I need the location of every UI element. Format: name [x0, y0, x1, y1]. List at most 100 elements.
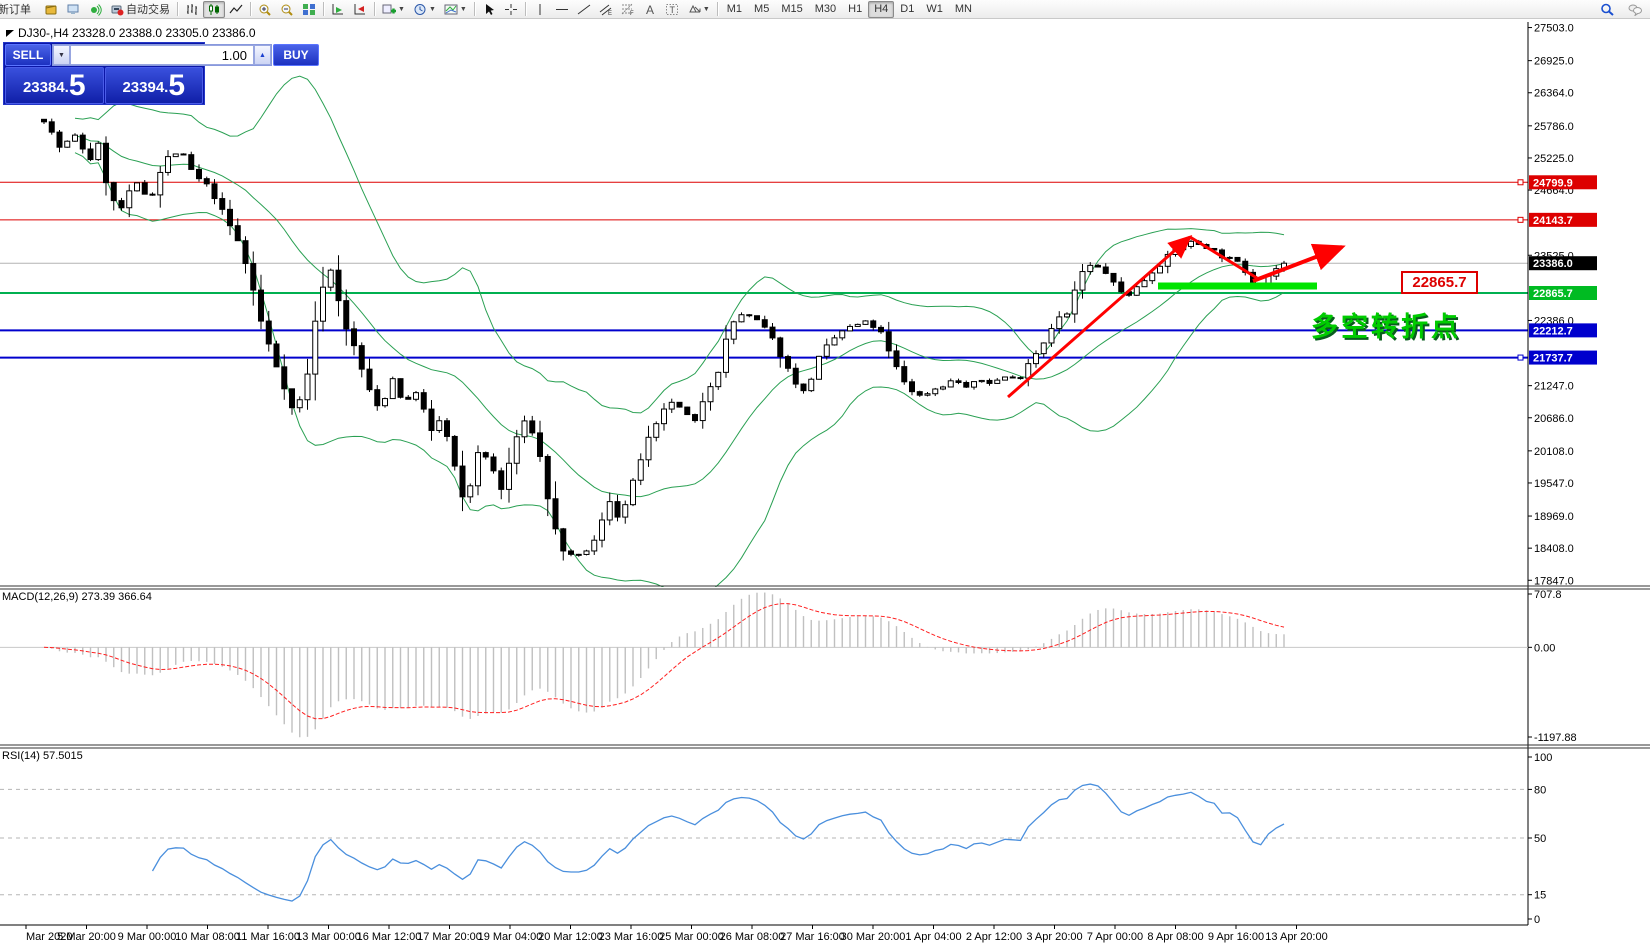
toolbar-separator: [524, 2, 526, 16]
svg-text:80: 80: [1534, 784, 1546, 796]
rsi-axis: 100 80 50 15 0: [1528, 752, 1552, 926]
toolbar-separator: [374, 2, 375, 16]
periods-button[interactable]: ▼: [409, 1, 440, 18]
tf-button-w1[interactable]: W1: [926, 3, 943, 15]
sell-button[interactable]: SELL: [5, 44, 51, 66]
svg-text:25 Mar 00:00: 25 Mar 00:00: [659, 931, 724, 943]
turning-point-annotation[interactable]: 多空转折点: [1311, 312, 1461, 342]
tf-button-d1[interactable]: D1: [900, 3, 915, 15]
candlestick-series: [41, 118, 1287, 561]
templates-button[interactable]: ▼: [440, 1, 471, 18]
tf-button-m1[interactable]: M1: [726, 3, 743, 15]
svg-text:13 Apr 20:00: 13 Apr 20:00: [1265, 931, 1327, 943]
svg-text:20686.0: 20686.0: [1534, 413, 1574, 425]
tf-button-mn[interactable]: MN: [954, 3, 972, 15]
sell-price-main: 23384.: [22, 79, 69, 96]
rsi-indicator-label: RSI(14) 57.5015: [2, 750, 83, 762]
tf-button-m15[interactable]: M15: [781, 3, 803, 15]
svg-text:21247.0: 21247.0: [1534, 381, 1574, 393]
support-price-annotation[interactable]: 22865.7: [1401, 271, 1478, 294]
chart-title: DJ30-,H4 23328.0 23388.0 23305.0 23386.0: [6, 26, 256, 40]
svg-text:24799.9: 24799.9: [1533, 177, 1573, 189]
svg-text:25225.0: 25225.0: [1534, 153, 1574, 165]
svg-text:26925.0: 26925.0: [1534, 56, 1574, 68]
svg-text:5 Mar 20:00: 5 Mar 20:00: [57, 931, 116, 943]
svg-text:27 Mar 16:00: 27 Mar 16:00: [780, 931, 845, 943]
svg-text:10 Mar 08:00: 10 Mar 08:00: [175, 931, 240, 943]
svg-text:22865.7: 22865.7: [1533, 288, 1573, 300]
svg-text:3 Apr 20:00: 3 Apr 20:00: [1026, 931, 1082, 943]
svg-text:100: 100: [1534, 752, 1552, 764]
rsi-pane: [0, 783, 1528, 902]
svg-text:23386.0: 23386.0: [1533, 258, 1573, 270]
svg-text:17 Mar 20:00: 17 Mar 20:00: [417, 931, 482, 943]
toolbar-separator: [250, 2, 251, 16]
volume-decrease-button[interactable]: ▼: [53, 45, 70, 65]
svg-text:15: 15: [1534, 890, 1546, 902]
chart-title-text: DJ30-,H4 23328.0 23388.0 23305.0 23386.0: [18, 26, 256, 40]
tf-button-m30[interactable]: M30: [814, 3, 837, 15]
svg-text:18969.0: 18969.0: [1534, 511, 1574, 523]
svg-text:9 Mar 00:00: 9 Mar 00:00: [118, 931, 177, 943]
svg-text:50: 50: [1534, 833, 1546, 845]
macd-axis: 707.8 0.00 -1197.88: [1528, 589, 1577, 744]
auto-trading-button[interactable]: 自动交易: [106, 1, 174, 18]
one-click-panel-toggle-icon[interactable]: [6, 29, 14, 37]
svg-text:17847.0: 17847.0: [1534, 575, 1574, 587]
indicators-button[interactable]: ▼: [378, 1, 409, 18]
svg-text:2 Apr 12:00: 2 Apr 12:00: [966, 931, 1022, 943]
macd-indicator-label: MACD(12,26,9) 273.39 366.64: [2, 591, 152, 603]
indicators-dropdown-icon[interactable]: ▼: [398, 5, 405, 13]
svg-text:24143.7: 24143.7: [1533, 215, 1573, 227]
toolbar-left-group: 新订单 自动交易 ▼ ▼ ▼ ▼: [0, 0, 721, 18]
svg-text:18408.0: 18408.0: [1534, 543, 1574, 555]
new-order-button[interactable]: 新订单: [0, 1, 40, 18]
svg-text:26 Mar 08:00: 26 Mar 08:00: [720, 931, 785, 943]
price-tag-24143.7: 24143.7: [1529, 212, 1597, 227]
main-toolbar: 新订单 自动交易 ▼ ▼ ▼ ▼ M1 M5 M15 M30 H1 H4 D1 W1 MN: [0, 0, 1650, 19]
candlestick-chart-button[interactable]: [203, 0, 225, 18]
sell-price-display[interactable]: 23384. 5: [5, 67, 104, 104]
toolbar-separator: [323, 2, 324, 16]
periods-dropdown-icon[interactable]: ▼: [428, 5, 436, 13]
toolbar-separator: [177, 2, 178, 16]
tf-button-h1[interactable]: H1: [848, 3, 863, 15]
arrows-dropdown-icon[interactable]: ▼: [702, 5, 710, 13]
svg-text:11 Mar 16:00: 11 Mar 16:00: [236, 931, 300, 943]
svg-text:7 Apr 00:00: 7 Apr 00:00: [1087, 931, 1143, 943]
svg-text:0: 0: [1534, 914, 1540, 926]
svg-text:22212.7: 22212.7: [1533, 325, 1573, 337]
svg-text:23 Mar 16:00: 23 Mar 16:00: [599, 931, 664, 943]
trend-arrows[interactable]: [1007, 235, 1346, 399]
price-tag-22865.7: 22865.7: [1529, 285, 1597, 300]
buy-button[interactable]: BUY: [273, 44, 319, 66]
price-tag-21737.7: 21737.7: [1529, 350, 1597, 365]
svg-text:25786.0: 25786.0: [1534, 121, 1574, 133]
volume-stepper: ▼ ▲: [52, 44, 272, 66]
price-tag-22212.7: 22212.7: [1529, 323, 1597, 338]
svg-text:Mar 2020: Mar 2020: [26, 931, 72, 943]
buy-price-display[interactable]: 23394. 5: [104, 67, 203, 104]
svg-text:27503.0: 27503.0: [1534, 23, 1574, 35]
svg-text:20 Mar 12:00: 20 Mar 12:00: [538, 931, 603, 943]
tf-button-h4[interactable]: H4: [868, 0, 895, 18]
price-axis: 27503.026925.026364.025786.025225.024664…: [1527, 22, 1597, 925]
templates-dropdown-icon[interactable]: ▼: [459, 5, 467, 13]
buy-price-main: 23394.: [122, 79, 169, 96]
svg-text:0.00: 0.00: [1534, 642, 1555, 654]
volume-input[interactable]: [70, 45, 254, 65]
toolbar-separator: [716, 2, 718, 16]
tf-button-m5[interactable]: M5: [754, 3, 770, 15]
svg-text:1 Apr 04:00: 1 Apr 04:00: [905, 931, 961, 943]
buy-price-big-digit: 5: [168, 69, 186, 102]
svg-text:13 Mar 00:00: 13 Mar 00:00: [296, 931, 361, 943]
arrows-button[interactable]: ▼: [683, 1, 714, 18]
svg-text:30 Mar 20:00: 30 Mar 20:00: [841, 931, 906, 943]
volume-increase-button[interactable]: ▲: [254, 45, 271, 65]
auto-trading-label: 自动交易: [126, 4, 170, 16]
horizontal-level-lines[interactable]: [0, 179, 1528, 361]
price-tag-23386: 23386.0: [1529, 256, 1597, 271]
svg-text:21737.7: 21737.7: [1533, 353, 1573, 365]
